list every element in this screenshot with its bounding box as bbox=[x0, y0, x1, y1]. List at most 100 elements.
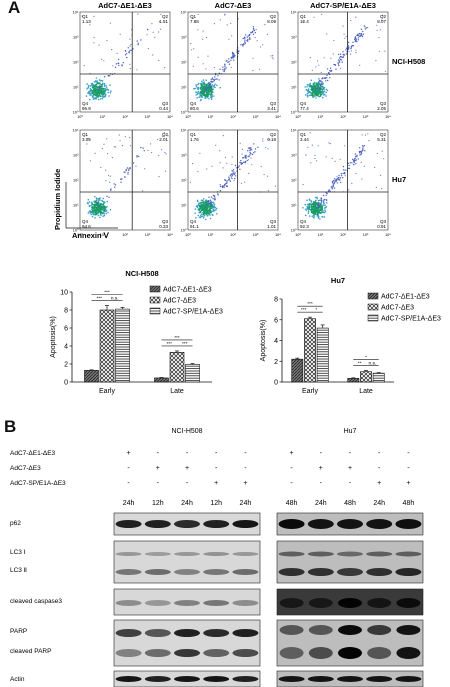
event-dot bbox=[383, 158, 385, 160]
event-dot bbox=[87, 84, 90, 87]
event-dot bbox=[204, 88, 206, 91]
event-dot bbox=[94, 210, 96, 212]
event-dot bbox=[315, 206, 318, 208]
event-dot bbox=[239, 142, 241, 144]
event-dot bbox=[94, 201, 96, 204]
flow-plot: Q11.76Q26.18Q31.01Q491.110⁰10⁰10¹10¹10²1… bbox=[181, 129, 282, 238]
event-dot bbox=[205, 206, 207, 209]
event-dot bbox=[267, 190, 269, 192]
event-dot bbox=[103, 85, 106, 87]
event-dot bbox=[262, 140, 264, 142]
event-dot bbox=[262, 44, 264, 46]
event-dot bbox=[244, 155, 246, 157]
event-dot bbox=[247, 147, 249, 149]
event-dot bbox=[210, 95, 212, 98]
event-dot bbox=[364, 26, 366, 28]
event-dot bbox=[215, 207, 218, 210]
event-dot bbox=[83, 65, 85, 67]
event-dot bbox=[129, 49, 131, 51]
event-dot bbox=[329, 143, 331, 145]
event-dot bbox=[197, 200, 199, 203]
x-tick-label: 10⁴ bbox=[275, 115, 281, 119]
y-tick-label: 6 bbox=[274, 317, 278, 324]
event-dot bbox=[310, 210, 313, 212]
event-dot bbox=[100, 80, 102, 82]
event-dot bbox=[127, 171, 129, 174]
event-dot bbox=[355, 52, 357, 54]
event-dot bbox=[202, 38, 204, 40]
event-dot bbox=[200, 98, 202, 101]
event-dot bbox=[98, 82, 101, 84]
event-dot bbox=[226, 59, 228, 62]
quadrant-name: Q4 bbox=[190, 219, 197, 224]
event-dot bbox=[313, 83, 315, 86]
event-dot bbox=[209, 210, 211, 213]
event-dot bbox=[307, 208, 310, 211]
event-dot bbox=[100, 91, 103, 94]
event-dot bbox=[355, 16, 357, 18]
event-dot bbox=[351, 162, 353, 164]
event-dot bbox=[212, 214, 214, 217]
event-dot bbox=[89, 87, 92, 90]
event-dot bbox=[222, 66, 224, 68]
event-dot bbox=[311, 205, 314, 208]
event-dot bbox=[330, 69, 333, 72]
event-dot bbox=[238, 50, 240, 52]
event-dot bbox=[364, 28, 366, 30]
event-dot bbox=[100, 204, 102, 207]
event-dot bbox=[339, 58, 342, 61]
event-dot bbox=[332, 184, 334, 187]
event-dot bbox=[104, 95, 106, 97]
event-dot bbox=[317, 216, 320, 219]
event-dot bbox=[202, 202, 205, 204]
event-dot bbox=[376, 152, 378, 155]
event-dot bbox=[97, 206, 100, 208]
event-dot bbox=[336, 175, 338, 177]
condition-sign: - bbox=[157, 480, 160, 487]
y-tick-label: 10⁴ bbox=[73, 129, 79, 133]
event-dot bbox=[98, 91, 100, 94]
event-dot bbox=[312, 210, 315, 213]
event-dot bbox=[250, 152, 252, 155]
event-dot bbox=[211, 77, 214, 79]
condition-sign: - bbox=[127, 480, 130, 487]
quadrant-value: 1.76 bbox=[190, 137, 199, 142]
band bbox=[366, 519, 393, 529]
event-dot bbox=[381, 150, 383, 152]
event-dot bbox=[95, 87, 97, 89]
event-dot bbox=[214, 206, 217, 209]
y-tick-label: 10⁰ bbox=[181, 229, 187, 233]
event-dot bbox=[99, 90, 101, 92]
event-dot bbox=[342, 165, 345, 168]
time-label: 24h bbox=[240, 500, 252, 507]
legend-label: AdC7-ΔE1-ΔE3 bbox=[163, 287, 212, 294]
event-dot bbox=[111, 157, 113, 159]
event-dot bbox=[92, 93, 95, 95]
plot-frame bbox=[187, 129, 279, 231]
event-dot bbox=[209, 204, 211, 206]
event-dot bbox=[89, 85, 92, 87]
y-tick-label: 10⁰ bbox=[291, 229, 297, 233]
event-dot bbox=[95, 92, 97, 95]
band bbox=[307, 676, 334, 682]
event-dot bbox=[200, 204, 203, 206]
event-dot bbox=[193, 87, 195, 90]
event-dot bbox=[244, 181, 246, 183]
event-dot bbox=[103, 60, 105, 62]
event-dot bbox=[254, 151, 256, 153]
x-tick-label: 10¹ bbox=[318, 115, 324, 119]
event-dot bbox=[198, 96, 200, 98]
event-dot bbox=[126, 167, 129, 169]
event-dot bbox=[93, 81, 96, 83]
event-dot bbox=[86, 202, 89, 204]
event-dot bbox=[322, 194, 325, 197]
condition-sign: + bbox=[127, 450, 131, 457]
event-dot bbox=[210, 80, 212, 83]
event-dot bbox=[243, 43, 245, 46]
condition-sign: - bbox=[215, 450, 218, 457]
x-tick-label: 10⁴ bbox=[385, 233, 391, 237]
event-dot bbox=[103, 143, 105, 145]
event-dot bbox=[320, 203, 322, 205]
event-dot bbox=[129, 68, 131, 70]
event-dot bbox=[158, 154, 160, 156]
